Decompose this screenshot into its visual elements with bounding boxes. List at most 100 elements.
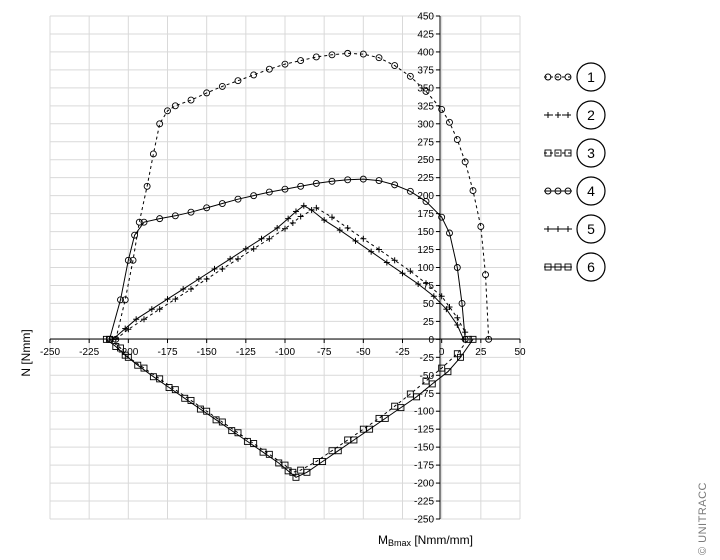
x-axis-label-unit: [Nmm/mm] [411, 533, 473, 547]
data-point [406, 72, 414, 80]
data-point [135, 218, 143, 226]
data-point [375, 177, 383, 185]
data-point [149, 150, 157, 158]
data-point [281, 60, 289, 68]
data-point [203, 275, 210, 282]
data-point [453, 136, 461, 144]
data-point [406, 187, 414, 195]
data-point [444, 368, 452, 376]
data-point [134, 361, 142, 369]
grid [49, 15, 521, 520]
data-point [218, 82, 226, 90]
series-6 [102, 335, 477, 481]
x-tick-label: -250 [40, 347, 60, 358]
data-point [422, 87, 430, 95]
data-point [438, 364, 446, 372]
data-point [171, 212, 179, 220]
y-tick-label: 0 [428, 335, 434, 346]
x-tick-label: 25 [475, 347, 487, 358]
series-line [109, 178, 466, 340]
legend-item-4: 4 [544, 176, 606, 206]
legend-label: 5 [587, 221, 595, 237]
axes [49, 15, 521, 520]
data-point [140, 218, 148, 226]
x-tick-label: -175 [157, 347, 177, 358]
data-point [117, 296, 124, 304]
data-point [300, 202, 307, 209]
x-tick-label: -50 [356, 347, 371, 358]
data-point [430, 293, 437, 300]
data-point [181, 394, 189, 402]
data-point [565, 112, 571, 118]
tick-labels: -250 -225 -200 -175 -150 -125 -100 -75 -50 -25 0 25… [40, 12, 526, 526]
data-point [243, 437, 251, 445]
data-point [109, 336, 116, 343]
x-tick-label: -125 [236, 347, 256, 358]
data-point [428, 380, 436, 388]
data-point [482, 271, 489, 279]
series-line [106, 339, 474, 478]
data-point [196, 405, 204, 413]
data-point [350, 436, 358, 444]
data-point [121, 351, 129, 359]
y-tick-label: 100 [417, 263, 434, 274]
data-point [289, 219, 296, 226]
data-point [292, 208, 299, 215]
x-axis-label-main: M [378, 533, 388, 547]
data-point [297, 57, 305, 65]
data-point [544, 187, 552, 195]
data-point [265, 188, 273, 196]
legend-badge [576, 62, 606, 92]
data-point [156, 215, 164, 223]
series-4 [106, 175, 469, 343]
series-line [115, 52, 490, 340]
data-point [391, 181, 399, 189]
data-point [391, 257, 398, 264]
y-tick-label: 125 [417, 245, 434, 256]
data-point [164, 107, 171, 115]
data-point [446, 229, 453, 237]
y-tick-label: 400 [417, 47, 434, 58]
data-point [227, 255, 234, 262]
y-tick-label: -175 [414, 461, 434, 472]
data-point [218, 200, 226, 207]
data-point [454, 321, 461, 328]
data-point [469, 335, 477, 343]
legend-item-2: 2 [544, 100, 606, 130]
data-point [250, 192, 258, 200]
data-point [319, 458, 327, 465]
legend-label: 3 [587, 145, 595, 161]
data-point [149, 373, 157, 381]
data-point [285, 215, 292, 222]
x-axis-label: MBmax [Nmm/mm] [378, 533, 473, 548]
data-point [143, 182, 151, 190]
data-point [112, 343, 120, 350]
y-tick-label: 225 [417, 173, 434, 184]
data-point [376, 246, 382, 253]
data-point [165, 384, 173, 391]
y-tick-label: 175 [417, 209, 434, 220]
data-point [564, 187, 572, 195]
y-tick-label: 350 [417, 83, 434, 94]
data-point [211, 265, 218, 272]
data-point [554, 263, 562, 271]
data-point [121, 296, 129, 304]
data-point [203, 204, 211, 212]
data-point [259, 448, 267, 456]
data-point [438, 213, 446, 221]
data-point [328, 51, 336, 59]
data-point [564, 73, 572, 81]
data-point [360, 235, 367, 242]
data-point [203, 89, 211, 97]
legend-badge [576, 138, 606, 168]
data-point [266, 235, 273, 242]
data-point [274, 224, 281, 231]
data-point [312, 53, 320, 61]
y-tick-label: 375 [417, 65, 434, 76]
y-axis-label: N [Nmm] [19, 329, 33, 376]
y-tick-label: -225 [414, 497, 434, 508]
data-point [460, 336, 467, 343]
data-point [164, 296, 171, 303]
data-point [125, 326, 132, 333]
data-point [545, 112, 551, 118]
